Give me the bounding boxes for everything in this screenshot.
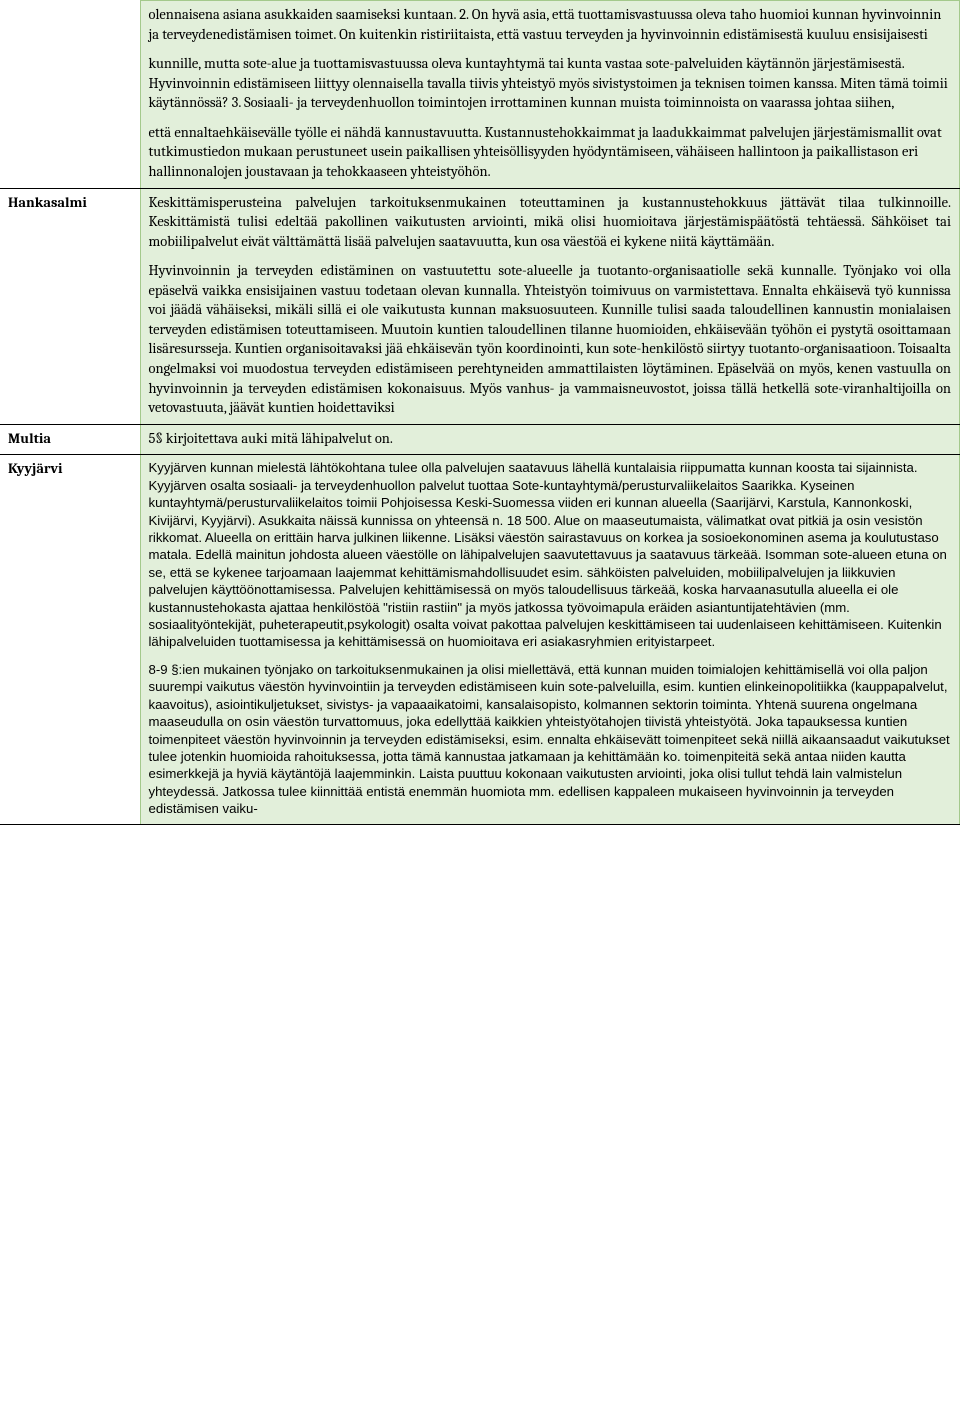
row-body: 5§ kirjoitettava auki mitä lähipalvelut …: [140, 424, 960, 455]
paragraph: Keskittämisperusteina palvelujen tarkoit…: [149, 193, 952, 252]
row-label: Hankasalmi: [0, 188, 140, 424]
row-body: Keskittämisperusteina palvelujen tarkoit…: [140, 188, 960, 424]
table-row: Multia 5§ kirjoitettava auki mitä lähipal…: [0, 424, 960, 455]
paragraph: Kyyjärven kunnan mielestä lähtökohtana t…: [149, 459, 952, 651]
row-label: [0, 1, 140, 189]
paragraph: Hyvinvoinnin ja terveyden edistäminen on…: [149, 261, 952, 418]
paragraph: kunnille, mutta sote-alue ja tuottamisva…: [149, 54, 952, 113]
paragraph: että ennaltaehkäisevälle työlle ei nähdä…: [149, 123, 952, 182]
paragraph: 5§ kirjoitettava auki mitä lähipalvelut …: [149, 429, 952, 449]
row-body: Kyyjärven kunnan mielestä lähtökohtana t…: [140, 455, 960, 824]
paragraph: olennaisena asiana asukkaiden saamiseksi…: [149, 5, 952, 44]
table-row: KyyjärviKyyjärven kunnan mielestä lähtök…: [0, 455, 960, 824]
row-label: Kyyjärvi: [0, 455, 140, 824]
row-label: Multia: [0, 424, 140, 455]
row-body: olennaisena asiana asukkaiden saamiseksi…: [140, 1, 960, 189]
paragraph: 8-9 §:ien mukainen työnjako on tarkoituk…: [149, 661, 952, 818]
table-row: HankasalmiKeskittämisperusteina palveluj…: [0, 188, 960, 424]
document-table: olennaisena asiana asukkaiden saamiseksi…: [0, 0, 960, 825]
table-row: olennaisena asiana asukkaiden saamiseksi…: [0, 1, 960, 189]
